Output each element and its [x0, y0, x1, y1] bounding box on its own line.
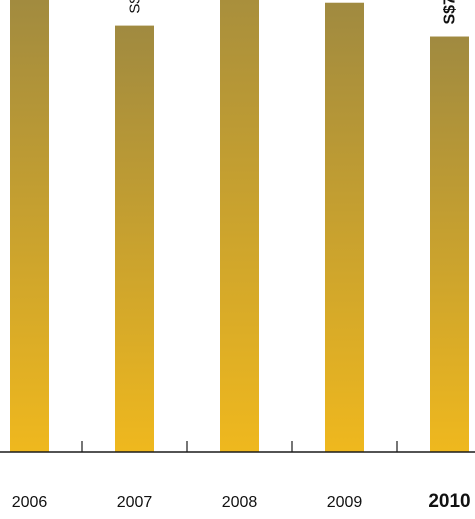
category-labels-layer: 2006 2007 2008 2009 2010	[12, 491, 471, 512]
category-label-2010: 2010	[428, 491, 470, 512]
category-label-2009: 2009	[327, 494, 363, 511]
bar-2007	[115, 25, 154, 452]
data-labels-layer: S$886 / US$532S$820 / US$522S$976 / US$6…	[127, 0, 459, 25]
bar-2008	[220, 0, 259, 452]
category-label-2006: 2006	[12, 494, 48, 511]
category-label-2008: 2008	[222, 494, 258, 511]
bar-2006	[10, 0, 49, 453]
category-label-2007: 2007	[117, 494, 153, 511]
bars-layer	[10, 0, 469, 453]
bar-2010	[430, 36, 469, 453]
data-label-2007: S$820 / US$522	[127, 0, 144, 14]
x-axis-ticks	[81, 441, 398, 452]
bar-2009	[325, 2, 364, 452]
data-label-2010: S$799 / US$561	[442, 0, 459, 25]
